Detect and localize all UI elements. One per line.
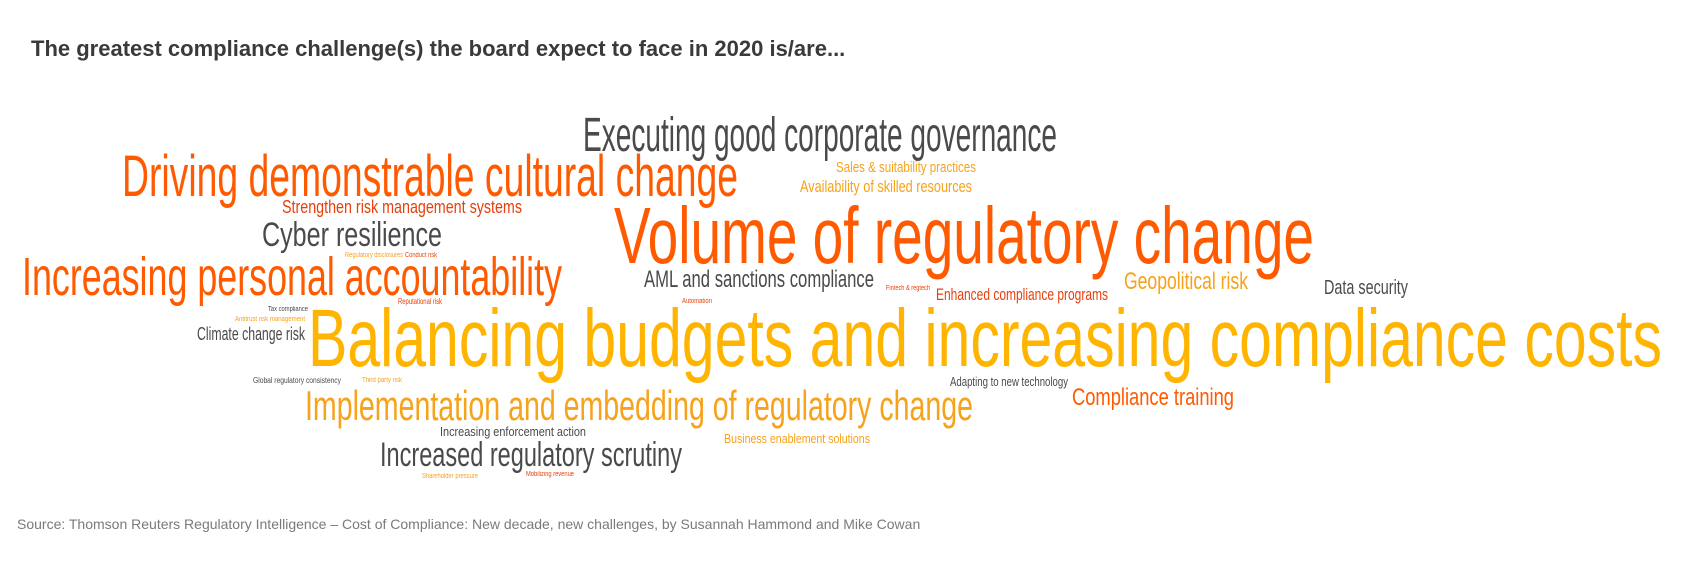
word-skilled-resources: Availability of skilled resources	[800, 177, 972, 196]
word-climate-change: Climate change risk	[197, 324, 305, 344]
chart-title: The greatest compliance challenge(s) the…	[31, 36, 846, 61]
word-personal-accountability: Increasing personal accountability	[22, 247, 562, 307]
word-antitrust: Antitrust risk management	[235, 316, 305, 323]
word-adapting-technology: Adapting to new technology	[950, 374, 1068, 389]
word-regulatory-disclosures: Regulatory disclosures	[345, 252, 403, 259]
word-geopolitical-risk: Geopolitical risk	[1124, 268, 1248, 295]
word-conduct-risk: Conduct risk	[405, 252, 437, 259]
word-reputational-risk: Reputational risk	[398, 297, 442, 306]
word-implementation: Implementation and embedding of regulato…	[305, 382, 973, 429]
word-volume-change: Volume of regulatory change	[614, 191, 1314, 280]
word-business-enablement: Business enablement solutions	[724, 431, 870, 446]
word-shareholder-pressure: Shareholder pressure	[422, 473, 478, 480]
word-cyber-resilience: Cyber resilience	[262, 216, 442, 254]
word-sales-suitability: Sales & suitability practices	[836, 159, 976, 176]
word-automation: Automation	[682, 298, 712, 305]
word-aml-sanctions: AML and sanctions compliance	[644, 266, 874, 293]
word-fintech-regtech: Fintech & regtech	[886, 285, 930, 292]
word-increased-scrutiny: Increased regulatory scrutiny	[380, 436, 682, 474]
word-compliance-training: Compliance training	[1072, 384, 1234, 411]
word-cultural-change: Driving demonstrable cultural change	[122, 144, 738, 209]
word-enhanced-programs: Enhanced compliance programs	[936, 285, 1108, 304]
word-strengthen-risk: Strengthen risk management systems	[282, 197, 522, 217]
word-executing-governance: Executing good corporate governance	[583, 109, 1057, 162]
word-data-security: Data security	[1324, 277, 1408, 299]
word-enforcement-action: Increasing enforcement action	[440, 424, 586, 439]
word-third-party: Third party risk	[362, 377, 402, 384]
word-balancing-budgets: Balancing budgets and increasing complia…	[308, 293, 1662, 384]
word-mobilizing-revenue: Mobilizing revenue	[526, 471, 574, 478]
word-tax-compliance: Tax compliance	[268, 306, 308, 313]
source-note: Source: Thomson Reuters Regulatory Intel…	[17, 516, 921, 532]
word-global-consistency: Global regulatory consistency	[253, 376, 341, 385]
